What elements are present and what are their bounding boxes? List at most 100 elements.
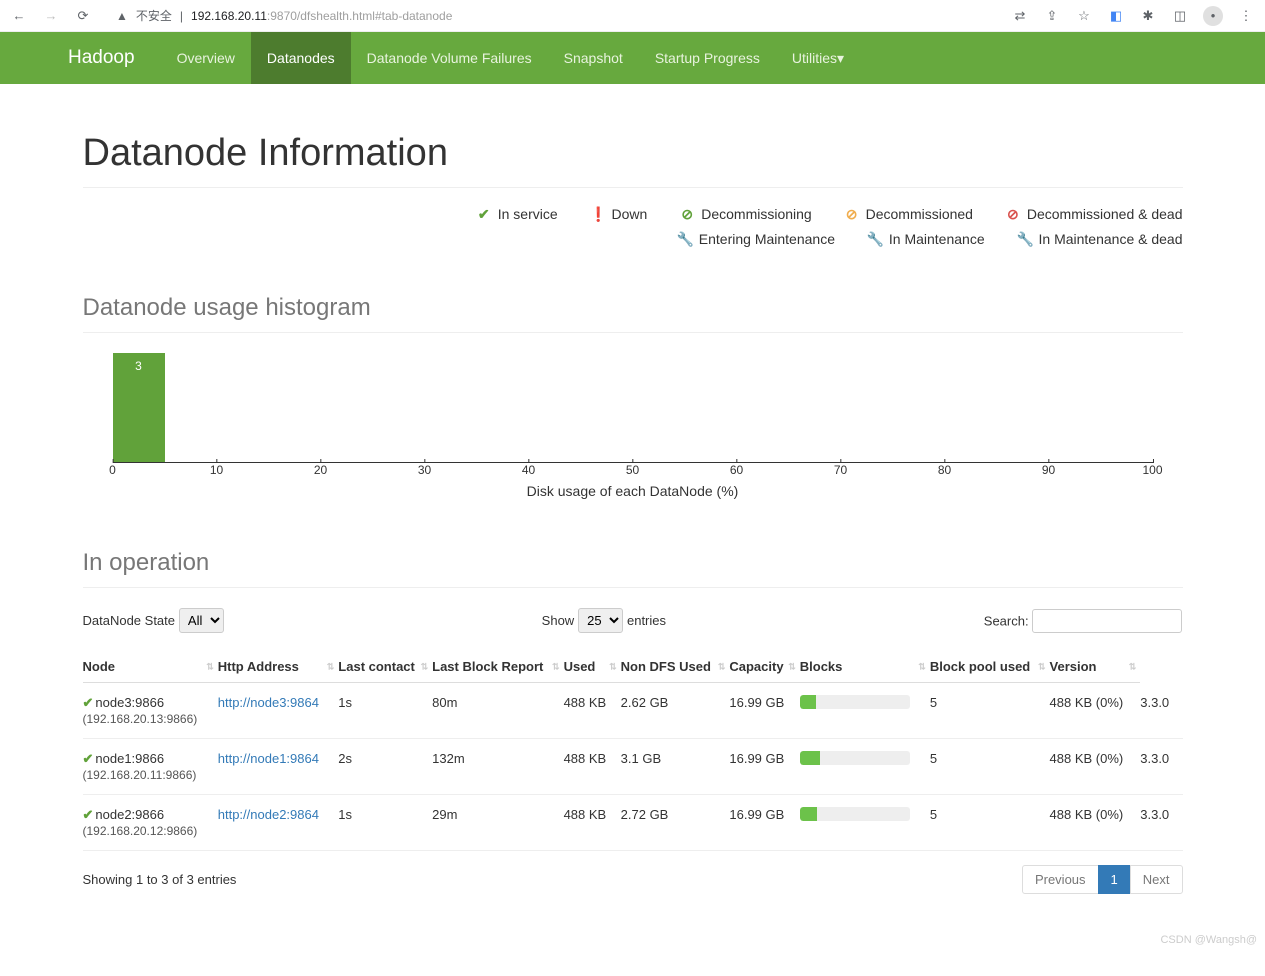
http-link[interactable]: http://node2:9864 <box>218 807 319 822</box>
forward-icon[interactable]: → <box>42 8 60 23</box>
column-header[interactable]: Http Address⇅ <box>218 651 339 683</box>
panel-icon[interactable]: ◫ <box>1171 8 1189 24</box>
reload-icon[interactable]: ⟳ <box>74 8 92 24</box>
pager-page-1[interactable]: 1 <box>1098 865 1131 894</box>
table-row: ✔node1:9866(192.168.20.11:9866)http://no… <box>83 739 1183 795</box>
nondfs-cell: 2.62 GB <box>621 683 730 739</box>
http-cell: http://node1:9864 <box>218 739 339 795</box>
capacity-bar-cell <box>800 739 930 795</box>
profile-icon[interactable]: • <box>1203 6 1223 26</box>
state-filter-label: DataNode State <box>83 613 176 628</box>
menu-icon[interactable]: ⋮ <box>1237 8 1255 24</box>
pool-cell: 488 KB (0%) <box>1050 795 1141 851</box>
capacity-cell: 16.99 GB <box>729 795 799 851</box>
histogram-xlabel: Disk usage of each DataNode (%) <box>113 483 1153 499</box>
histogram-tick: 10 <box>210 463 223 477</box>
column-header[interactable]: Capacity⇅ <box>729 651 799 683</box>
histogram-tick: 0 <box>109 463 116 477</box>
histogram-bar: 3 <box>113 353 165 462</box>
top-nav: Hadoop Overview Datanodes Datanode Volum… <box>0 32 1265 84</box>
capacity-bar-cell <box>800 795 930 851</box>
http-link[interactable]: http://node1:9864 <box>218 751 319 766</box>
column-header[interactable]: Version⇅ <box>1050 651 1141 683</box>
lbr-cell: 132m <box>432 739 563 795</box>
search-input[interactable] <box>1032 609 1182 633</box>
used-cell: 488 KB <box>564 683 621 739</box>
column-header[interactable]: Node⇅ <box>83 651 218 683</box>
watermark: CSDN @Wangsh@ <box>1160 934 1257 946</box>
bookmark-icon[interactable]: ☆ <box>1075 8 1093 24</box>
table-row: ✔node2:9866(192.168.20.12:9866)http://no… <box>83 795 1183 851</box>
check-icon: ✔ <box>83 751 94 766</box>
nav-utilities[interactable]: Utilities ▾ <box>776 32 860 84</box>
state-filter-select[interactable]: All <box>179 608 224 633</box>
histogram-title: Datanode usage histogram <box>83 294 1183 333</box>
node-cell: ✔node1:9866(192.168.20.11:9866) <box>83 739 218 795</box>
histogram-tick: 40 <box>522 463 535 477</box>
nav-snapshot[interactable]: Snapshot <box>548 32 639 84</box>
url-text: 192.168.20.11:9870/dfshealth.html#tab-da… <box>191 9 452 23</box>
check-icon: ✔ <box>83 807 94 822</box>
capacity-bar <box>800 695 910 709</box>
capacity-bar <box>800 807 910 821</box>
pager: Previous 1 Next <box>1023 865 1183 894</box>
version-cell: 3.3.0 <box>1140 683 1182 739</box>
histogram-tick: 20 <box>314 463 327 477</box>
down-icon: ❗ <box>590 206 606 223</box>
histogram-tick: 60 <box>730 463 743 477</box>
node-cell: ✔node3:9866(192.168.20.13:9866) <box>83 683 218 739</box>
legend-in-maintenance: 🔧In Maintenance <box>867 231 985 248</box>
extension-icon[interactable]: ◧ <box>1107 8 1125 24</box>
pager-prev[interactable]: Previous <box>1022 865 1099 894</box>
page-title: Datanode Information <box>83 132 1183 188</box>
histogram-tick: 100 <box>1142 463 1162 477</box>
nav-startup-progress[interactable]: Startup Progress <box>639 32 776 84</box>
puzzle-icon[interactable]: ✱ <box>1139 8 1157 24</box>
capacity-bar <box>800 751 910 765</box>
show-label: Show <box>542 613 575 628</box>
column-header[interactable]: Blocks⇅ <box>800 651 930 683</box>
usage-histogram: 3 0102030405060708090100 Disk usage of e… <box>113 353 1153 503</box>
wrench-icon: 🔧 <box>677 231 693 248</box>
brand-label: Hadoop <box>68 32 161 84</box>
used-cell: 488 KB <box>564 739 621 795</box>
table-controls: DataNode State All Show 25 entries Searc… <box>83 608 1183 633</box>
http-link[interactable]: http://node3:9864 <box>218 695 319 710</box>
histogram-tick: 80 <box>938 463 951 477</box>
nondfs-cell: 3.1 GB <box>621 739 730 795</box>
decommissioned-icon: ⊘ <box>844 206 860 223</box>
pager-next[interactable]: Next <box>1130 865 1183 894</box>
version-cell: 3.3.0 <box>1140 739 1182 795</box>
histogram-tick: 50 <box>626 463 639 477</box>
check-icon: ✔ <box>83 695 94 710</box>
insecure-label: 不安全 <box>136 7 172 24</box>
back-icon[interactable]: ← <box>10 8 28 23</box>
page-size-select[interactable]: 25 <box>578 608 623 633</box>
node-cell: ✔node2:9866(192.168.20.12:9866) <box>83 795 218 851</box>
column-header[interactable]: Last contact⇅ <box>338 651 432 683</box>
search-label: Search: <box>984 613 1029 628</box>
http-cell: http://node2:9864 <box>218 795 339 851</box>
used-cell: 488 KB <box>564 795 621 851</box>
legend-decommissioned-dead: ⊘Decommissioned & dead <box>1005 206 1183 223</box>
column-header[interactable]: Last Block Report⇅ <box>432 651 563 683</box>
share-icon[interactable]: ⇪ <box>1043 8 1061 24</box>
nav-overview[interactable]: Overview <box>161 32 251 84</box>
pool-cell: 488 KB (0%) <box>1050 683 1141 739</box>
table-info: Showing 1 to 3 of 3 entries <box>83 872 237 887</box>
nav-datanodes[interactable]: Datanodes <box>251 32 351 84</box>
column-header[interactable]: Non DFS Used⇅ <box>621 651 730 683</box>
nav-volume-failures[interactable]: Datanode Volume Failures <box>351 32 548 84</box>
legend-in-maintenance-dead: 🔧In Maintenance & dead <box>1017 231 1183 248</box>
browser-chrome: ← → ⟳ ▲ 不安全 | 192.168.20.11:9870/dfsheal… <box>0 0 1265 32</box>
column-header[interactable]: Used⇅ <box>564 651 621 683</box>
version-cell: 3.3.0 <box>1140 795 1182 851</box>
column-header[interactable]: Block pool used⇅ <box>930 651 1050 683</box>
blocks-cell: 5 <box>930 683 1050 739</box>
http-cell: http://node3:9864 <box>218 683 339 739</box>
last-contact-cell: 1s <box>338 795 432 851</box>
decommissioned-dead-icon: ⊘ <box>1005 206 1021 223</box>
address-bar[interactable]: ▲ 不安全 | 192.168.20.11:9870/dfshealth.htm… <box>106 3 536 29</box>
legend-decommissioning: ⊘Decommissioning <box>679 206 811 223</box>
translate-icon[interactable]: ⇄ <box>1011 8 1029 24</box>
